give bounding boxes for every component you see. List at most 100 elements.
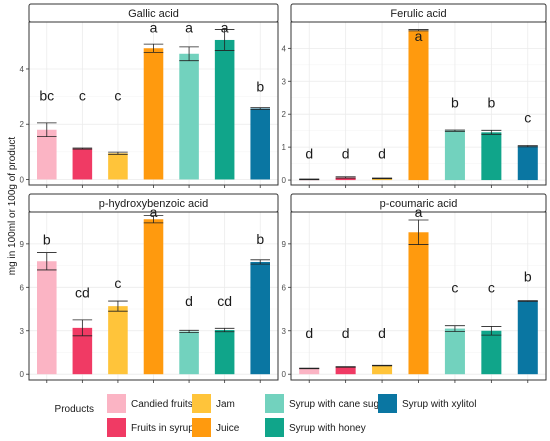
y-tick-label: 3: [282, 77, 287, 86]
y-tick-label: 6: [282, 283, 287, 292]
bar-syrup-with-honey: [214, 39, 235, 180]
error-bar: [444, 325, 465, 332]
legend-swatch: [192, 418, 211, 437]
legend-label: Jam: [216, 399, 235, 410]
significance-label: b: [256, 231, 264, 247]
y-tick-label: 9: [20, 240, 25, 249]
bar-syrup-with-cane-sugar: [179, 331, 199, 375]
error-bar: [250, 259, 270, 265]
significance-label: d: [378, 325, 386, 341]
significance-label: cd: [75, 284, 90, 300]
significance-label: a: [185, 19, 193, 35]
legend-label: Syrup with cane sugar: [289, 399, 389, 410]
error-bar: [250, 107, 270, 110]
significance-label: d: [378, 146, 386, 162]
bar-syrup-with-cane-sugar: [444, 328, 465, 375]
panel-border: [28, 211, 279, 381]
bar-juice: [408, 232, 429, 375]
panel-title: p-coumaric acid: [380, 198, 458, 210]
significance-label: a: [415, 28, 423, 44]
error-bar: [299, 178, 320, 181]
legend-swatch: [192, 394, 211, 413]
error-bar: [372, 364, 393, 367]
error-bar: [408, 29, 429, 32]
significance-label: d: [305, 146, 313, 162]
legend-swatch: [265, 394, 284, 413]
significance-label: b: [524, 269, 532, 285]
panel-title: Gallic acid: [128, 8, 179, 20]
error-bar: [37, 252, 57, 271]
legend-item-fruits-in-syrup: Fruits in syrup: [107, 418, 194, 437]
significance-label: d: [342, 146, 350, 162]
error-bar: [143, 43, 164, 53]
bar-syrup-with-xylitol: [250, 108, 270, 180]
bar-jam: [108, 153, 128, 180]
error-bar: [299, 367, 320, 370]
legend-label: Syrup with xylitol: [402, 399, 476, 410]
error-bar: [214, 327, 235, 333]
error-bar: [444, 129, 465, 132]
legend: Products Candied fruits Fruits in syrup Jam…: [55, 394, 476, 437]
legend-label: Juice: [216, 423, 240, 434]
error-bar: [179, 329, 199, 334]
bar-fruits-in-syrup: [72, 327, 93, 375]
error-bar: [72, 319, 93, 337]
significance-label: d: [342, 325, 350, 341]
bar-syrup-with-honey: [481, 330, 502, 375]
significance-label: b: [487, 95, 495, 111]
error-bar: [517, 300, 538, 302]
significance-label: a: [221, 19, 229, 35]
error-bar: [214, 29, 235, 51]
significance-label: c: [114, 88, 121, 104]
error-bar: [335, 366, 356, 368]
legend-swatch: [107, 394, 126, 413]
error-bar: [143, 215, 164, 224]
significance-label: c: [114, 275, 121, 291]
panel-border: [28, 21, 279, 186]
y-axis-label: mg in 100ml or 100g of product: [7, 137, 18, 276]
bar-syrup-with-honey: [481, 132, 502, 181]
panel-border: [290, 211, 547, 381]
significance-label: c: [79, 88, 86, 104]
significance-label: c: [488, 279, 495, 295]
bar-syrup-with-honey: [214, 330, 235, 375]
bar-juice: [143, 48, 164, 180]
bar-fruits-in-syrup: [335, 366, 356, 375]
significance-label: c: [524, 109, 531, 125]
legend-item-jam: Jam: [192, 394, 235, 413]
error-bar: [108, 300, 128, 312]
panel-ferulic-acid: Ferulic acid 0 1 2 3 4 d d d a b b c: [282, 3, 547, 188]
y-tick-label: 0: [20, 175, 25, 184]
bar-candied-fruits: [299, 368, 320, 375]
y-tick-label: 2: [20, 120, 25, 129]
legend-label: Candied fruits: [131, 399, 193, 410]
error-bar: [108, 151, 128, 155]
y-tick-label: 0: [282, 370, 287, 379]
bar-juice: [143, 219, 164, 375]
y-tick-label: 2: [282, 110, 287, 119]
error-bar: [72, 147, 93, 150]
bar-syrup-with-xylitol: [517, 146, 538, 181]
significance-label: b: [256, 79, 264, 95]
bar-candied-fruits: [37, 261, 57, 375]
legend-swatch: [107, 418, 126, 437]
legend-title: Products: [55, 404, 94, 415]
panel-title: Ferulic acid: [390, 8, 446, 20]
error-bar: [335, 176, 356, 179]
bar-jam: [372, 178, 393, 181]
bar-jam: [372, 365, 393, 375]
bar-syrup-with-cane-sugar: [444, 130, 465, 181]
significance-label: bc: [39, 88, 54, 104]
legend-label: Syrup with honey: [289, 423, 366, 434]
legend-item-juice: Juice: [192, 418, 240, 437]
legend-item-candied-fruits: Candied fruits: [107, 394, 193, 413]
significance-label: c: [451, 279, 458, 295]
panel-border: [290, 21, 547, 186]
bar-fruits-in-syrup: [72, 148, 93, 180]
significance-label: d: [305, 325, 313, 341]
bar-syrup-with-xylitol: [250, 261, 270, 375]
error-bar: [517, 145, 538, 148]
panel-gallic-acid: Gallic acid 0 2 4 bc c c a a a b: [20, 3, 279, 188]
